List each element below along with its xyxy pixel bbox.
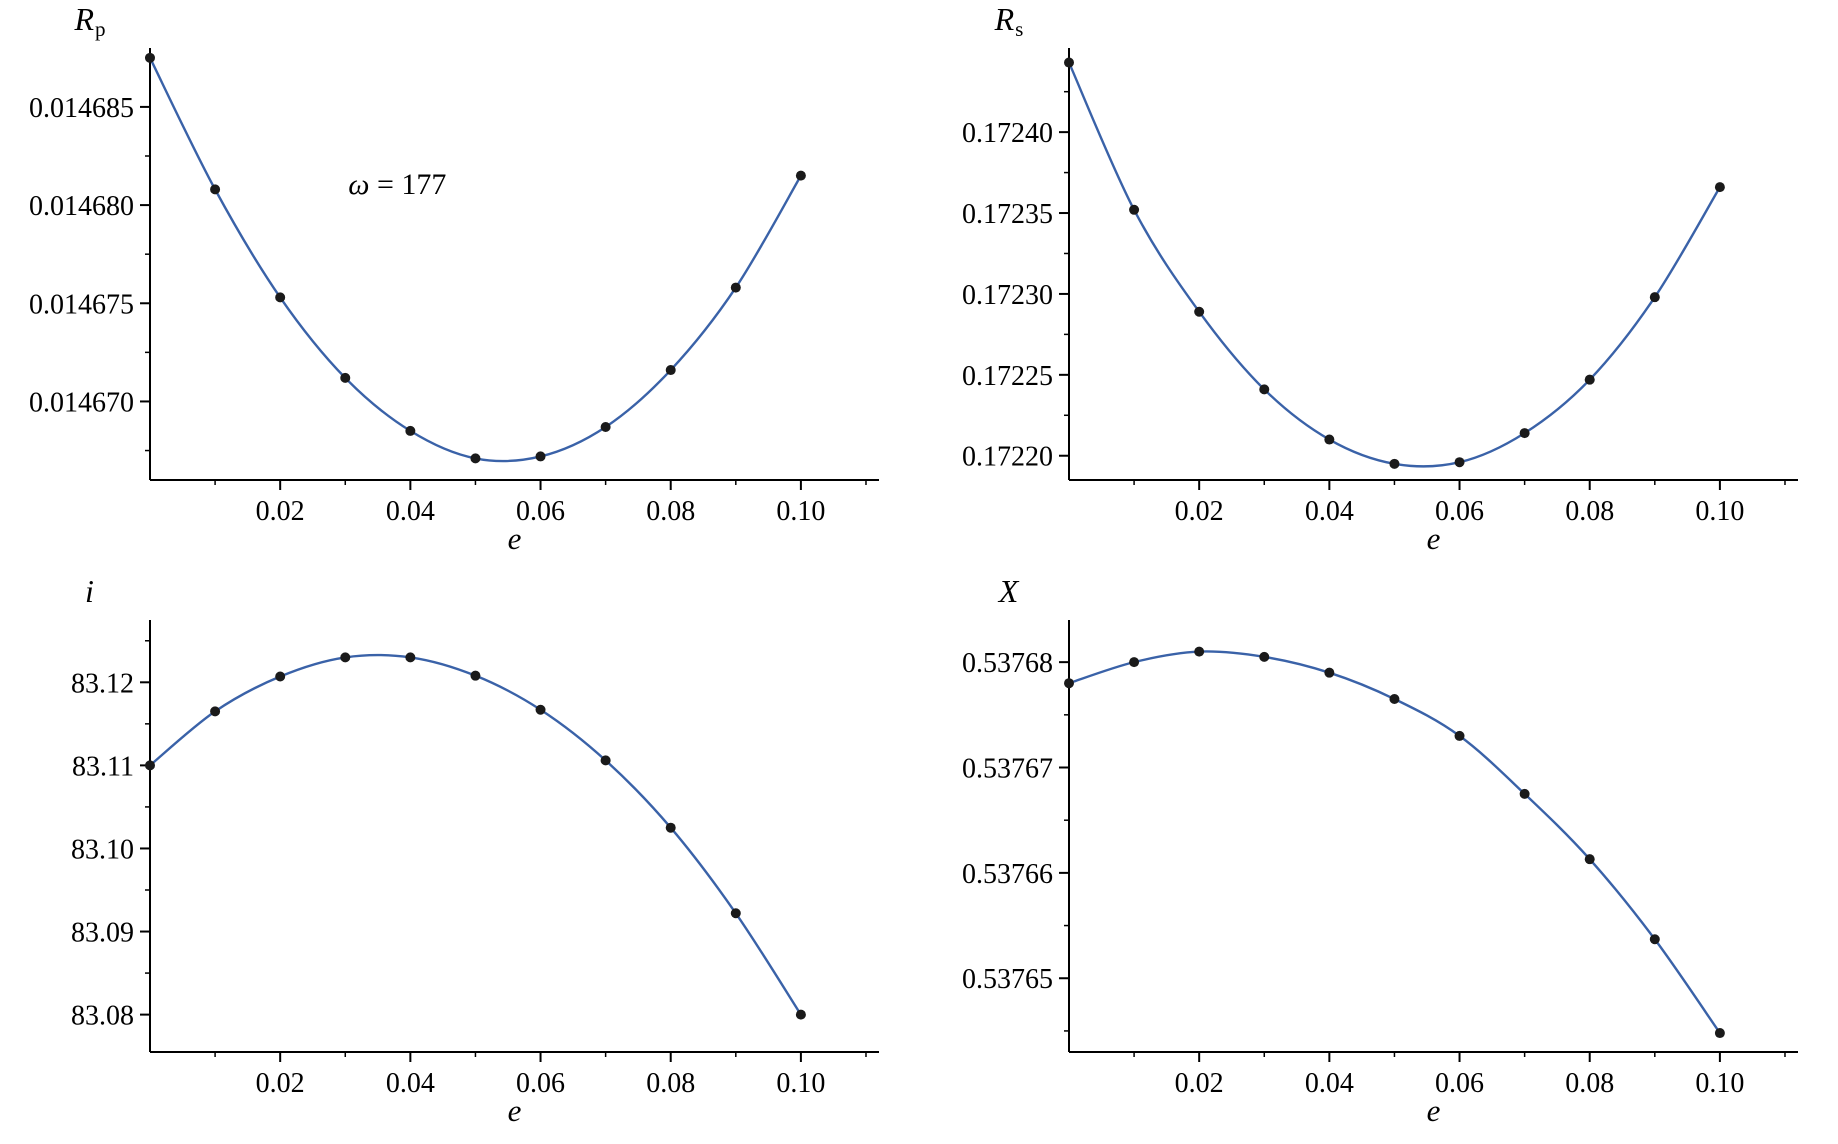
svg-text:0.10: 0.10 — [1695, 496, 1744, 527]
svg-text:0.17230: 0.17230 — [962, 280, 1053, 311]
svg-text:0.08: 0.08 — [646, 496, 695, 527]
svg-text:0.06: 0.06 — [516, 496, 565, 527]
svg-text:0.08: 0.08 — [646, 1068, 695, 1099]
svg-text:0.53767: 0.53767 — [962, 754, 1053, 785]
omega-symbol: ω — [348, 168, 370, 202]
svg-text:0.10: 0.10 — [776, 1068, 825, 1099]
svg-text:0.02: 0.02 — [1175, 496, 1224, 527]
x-axis-title: e — [507, 521, 522, 556]
chart-panel-i: 0.02 0.04 0.06 0.08 0.10 83.08 83.09 83.10 83.11… — [0, 572, 919, 1144]
svg-text:0.04: 0.04 — [1305, 1068, 1354, 1099]
svg-text:0.08: 0.08 — [1565, 496, 1614, 527]
svg-text:0.04: 0.04 — [1305, 496, 1354, 527]
svg-text:0.04: 0.04 — [386, 496, 435, 527]
svg-text:83.08: 83.08 — [71, 1001, 134, 1032]
y-axis-title-main: X — [998, 573, 1019, 609]
y-axis-title-main: R — [994, 1, 1015, 37]
y-axis-title-subscript: s — [1015, 16, 1024, 41]
x-axis-title: e — [1426, 521, 1441, 556]
chart-panel-x: 0.02 0.04 0.06 0.08 0.10 0.53765 0.53766 0.5376… — [919, 572, 1838, 1144]
svg-text:0.014675: 0.014675 — [29, 289, 134, 320]
svg-text:0.17240: 0.17240 — [962, 118, 1053, 149]
y-axis-title-main: R — [74, 1, 94, 37]
svg-text:0.02: 0.02 — [1175, 1068, 1224, 1099]
annotation-omega: ω = 177 — [348, 168, 446, 202]
svg-text:0.08: 0.08 — [1565, 1068, 1614, 1099]
y-axis-title-main: i — [85, 573, 94, 609]
y-axis-title-rp: Rp — [15, 1, 165, 40]
x-axis-title: e — [1426, 1093, 1441, 1128]
y-axis-title-x: X — [934, 573, 1084, 609]
svg-text:0.53766: 0.53766 — [962, 859, 1053, 890]
x-axis-title: e — [507, 1093, 522, 1128]
svg-text:0.17235: 0.17235 — [962, 199, 1053, 230]
svg-text:0.17225: 0.17225 — [962, 361, 1053, 392]
svg-text:0.17220: 0.17220 — [962, 442, 1053, 473]
svg-text:0.06: 0.06 — [516, 1068, 565, 1099]
svg-text:0.06: 0.06 — [1435, 1068, 1484, 1099]
svg-text:0.04: 0.04 — [386, 1068, 435, 1099]
svg-text:0.53765: 0.53765 — [962, 964, 1053, 995]
svg-text:0.10: 0.10 — [1695, 1068, 1744, 1099]
y-axis-title-rs: Rs — [934, 1, 1084, 40]
chart-canvas: 0.02 0.04 0.06 0.08 0.10 0.17220 0.17225 0.1723… — [962, 48, 1798, 527]
y-axis-title-subscript: p — [94, 16, 106, 41]
svg-text:83.11: 83.11 — [72, 751, 134, 782]
svg-text:83.12: 83.12 — [71, 668, 134, 699]
chart-panel-rp: 0.02 0.04 0.06 0.08 0.10 0.014670 0.014675 0.01… — [0, 0, 919, 572]
chart-panel-rs: 0.02 0.04 0.06 0.08 0.10 0.17220 0.17225 0.1723… — [919, 0, 1838, 572]
svg-text:0.53768: 0.53768 — [962, 648, 1053, 679]
svg-text:0.06: 0.06 — [1435, 496, 1484, 527]
svg-text:0.02: 0.02 — [256, 1068, 305, 1099]
chart-canvas: 0.02 0.04 0.06 0.08 0.10 83.08 83.09 83.10 83.11… — [71, 620, 879, 1099]
svg-text:83.10: 83.10 — [71, 834, 134, 865]
svg-text:0.014670: 0.014670 — [29, 387, 134, 418]
svg-text:0.02: 0.02 — [256, 496, 305, 527]
y-axis-title-i: i — [15, 573, 165, 609]
svg-text:83.09: 83.09 — [71, 918, 134, 949]
omega-value: = 177 — [369, 168, 447, 202]
chart-canvas: 0.02 0.04 0.06 0.08 0.10 0.53765 0.53766 0.5376… — [962, 620, 1798, 1099]
svg-text:0.10: 0.10 — [776, 496, 825, 527]
svg-text:0.014680: 0.014680 — [29, 191, 134, 222]
svg-text:0.014685: 0.014685 — [29, 93, 134, 124]
chart-canvas: 0.02 0.04 0.06 0.08 0.10 0.014670 0.014675 0.01… — [29, 48, 879, 527]
